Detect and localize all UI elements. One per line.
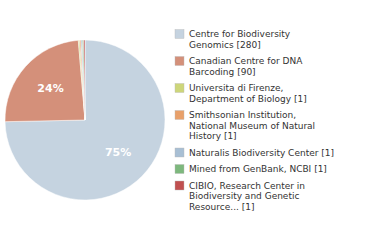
data-label: 24% <box>37 82 63 95</box>
legend-swatch <box>175 57 184 66</box>
legend-swatch <box>175 148 184 157</box>
legend-entry: Mined from GenBank, NCBI [1] <box>189 164 327 174</box>
legend-entry: Universita di Firenze,Department of Biol… <box>189 83 307 104</box>
slice-labels: 75% 24% <box>37 82 131 159</box>
legend-entry: Naturalis Biodiversity Center [1] <box>189 148 334 158</box>
pie-slice <box>80 40 85 120</box>
legend-swatch <box>175 111 184 120</box>
legend: Centre for BiodiversityGenomics [280] Can… <box>175 29 334 212</box>
pie-slice <box>84 40 85 120</box>
slices <box>5 40 165 200</box>
pie-slice <box>5 40 85 121</box>
data-label: 75% <box>105 146 131 159</box>
chart: 75% 24% Centre for BiodiversityGenomics [2… <box>0 0 380 240</box>
legend-entry: Centre for BiodiversityGenomics [280] <box>189 29 291 50</box>
legend-swatch <box>175 84 184 93</box>
pie-slice <box>78 40 85 120</box>
legend-swatch <box>175 165 184 174</box>
legend-entry: Smithsonian Institution,National Museum … <box>189 110 315 141</box>
pie-slice <box>81 40 85 120</box>
legend-entry: Canadian Centre for DNABarcoding [90] <box>189 56 303 77</box>
legend-swatch <box>175 181 184 190</box>
legend-entry: CIBIO, Research Center inBiodiversity an… <box>189 181 305 212</box>
pie-slice <box>5 40 165 200</box>
pie-slice <box>82 40 85 120</box>
legend-swatch <box>175 30 184 39</box>
